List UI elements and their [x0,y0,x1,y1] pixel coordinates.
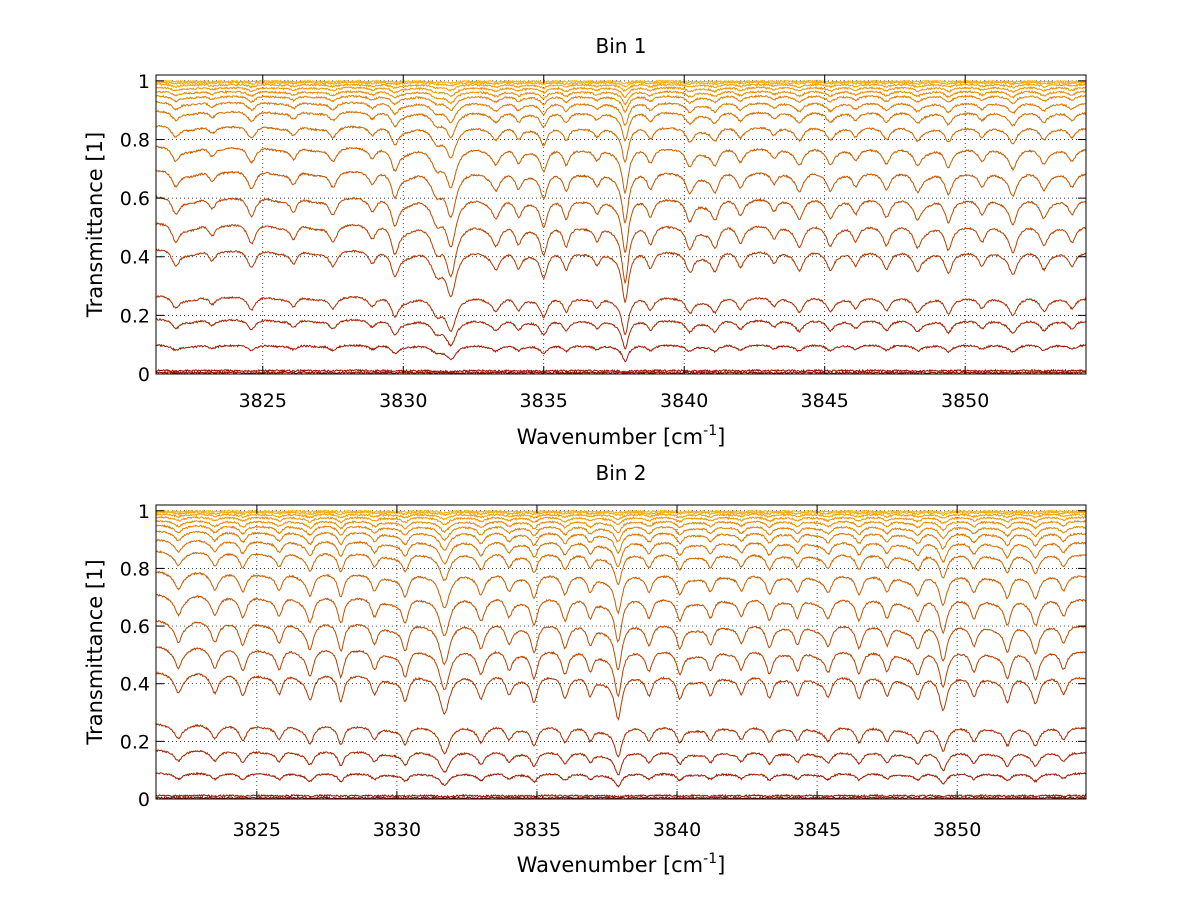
x-tick-label: 3845 [801,390,849,412]
y-tick-label: 0.8 [120,129,150,151]
x-tick-label: 3830 [373,819,421,841]
x-tick-label: 3850 [941,390,989,412]
x-axis-label: Wavenumber [cm-1] [517,851,726,877]
chart-title: Bin 2 [595,461,646,485]
x-tick-label: 3845 [793,819,841,841]
x-tick-label: 3835 [520,390,568,412]
y-tick-label: 0.4 [120,674,150,696]
y-axis-label: Transmittance [1] [83,559,107,745]
y-tick-label: 0 [138,789,150,811]
x-tick-label: 3825 [239,390,287,412]
y-tick-label: 0.2 [120,305,150,327]
x-axis-label: Wavenumber [cm-1] [517,423,726,449]
x-tick-label: 3825 [233,819,281,841]
y-tick-label: 0 [138,364,150,386]
y-axis-label: Transmittance [1] [83,132,107,318]
y-tick-label: 0.6 [120,616,150,638]
y-tick-label: 0.2 [120,731,150,753]
x-tick-label: 3840 [660,390,708,412]
y-tick-label: 0.8 [120,558,150,580]
y-tick-label: 0.6 [120,188,150,210]
chart-title: Bin 1 [595,34,646,58]
y-tick-label: 1 [138,71,150,93]
x-tick-label: 3835 [513,819,561,841]
x-tick-label: 3830 [379,390,427,412]
y-tick-label: 1 [138,501,150,523]
x-tick-label: 3840 [653,819,701,841]
y-tick-label: 0.4 [120,247,150,269]
x-tick-label: 3850 [933,819,981,841]
